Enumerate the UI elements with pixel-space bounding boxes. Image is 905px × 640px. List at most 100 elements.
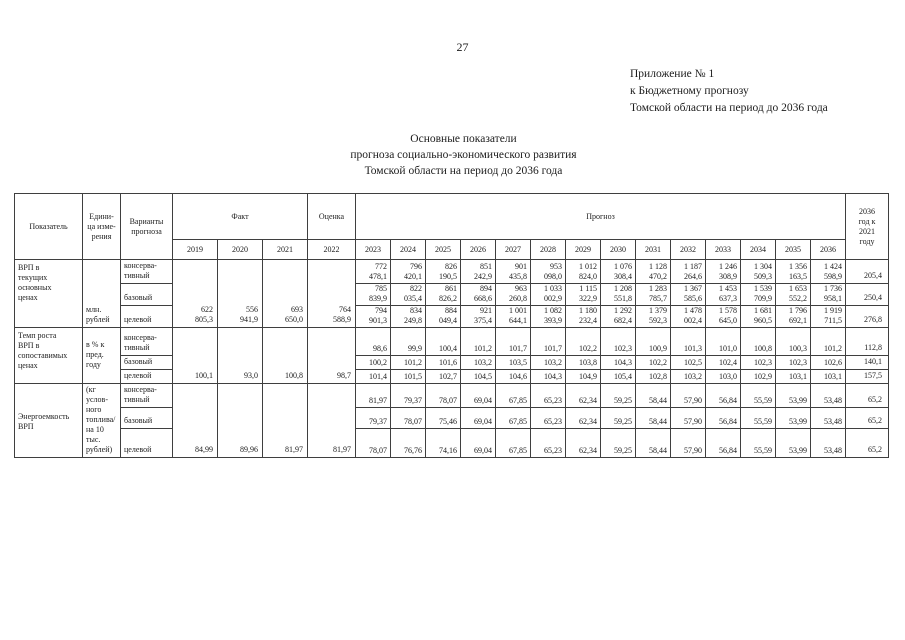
forecast-cell: 894 668,6: [460, 283, 496, 306]
forecast-cell: 103,2: [670, 369, 706, 384]
table-row: целевой 78,07 76,76 74,16 69,04 67,85 65,23 62,…: [15, 427, 889, 459]
forecast-cell: 78,07: [425, 382, 461, 409]
ratio-cell: 250,4: [845, 283, 889, 306]
unit-cell: (кг услов- ного топлива/ на 10 тыс. рубл…: [82, 383, 121, 458]
forecast-cell: 101,3: [670, 327, 706, 356]
forecast-cell: 101,5: [390, 369, 426, 384]
forecast-cell: 1 653 552,2: [775, 283, 811, 306]
forecast-cell: 53,48: [810, 407, 846, 429]
forecast-cell: 1 478 002,4: [670, 305, 706, 328]
forecast-cell: 1 578 645,0: [705, 305, 741, 328]
year-cell: 2022: [307, 239, 356, 260]
forecast-cell: 59,25: [600, 382, 636, 409]
forecast-cell: 103,8: [565, 355, 601, 370]
forecast-cell: 101,6: [425, 355, 461, 370]
forecast-cell: 102,6: [810, 355, 846, 370]
indicator-cell: Темп роста ВРП в сопоставимых ценах: [14, 327, 83, 384]
forecast-cell: 59,25: [600, 427, 636, 459]
forecast-cell: 1 681 960,5: [740, 305, 776, 328]
ratio-cell: 276,8: [845, 305, 889, 328]
forecast-cell: 1 076 308,4: [600, 259, 636, 284]
forecast-cell: 58,44: [635, 382, 671, 409]
forecast-cell: 104,6: [495, 369, 531, 384]
forecast-cell: 785 839,9: [355, 283, 391, 306]
ratio-cell: 112,8: [845, 327, 889, 356]
fact-cell: 100,1: [172, 327, 218, 384]
forecast-cell: 1 180 232,4: [565, 305, 601, 328]
ratio-cell: 157,5: [845, 369, 889, 384]
forecast-cell: 74,16: [425, 427, 461, 459]
header-fact: Факт: [172, 193, 308, 240]
forecast-cell: 101,7: [530, 327, 566, 356]
variant-cell: целевой: [120, 369, 173, 384]
year-cell: 2019: [172, 239, 218, 260]
table-row: целевой 101,4 101,5 102,7 104,5 104,6 104,3 104…: [15, 369, 889, 384]
table-row: ВРП в текущих основных ценах млн. рублей к…: [14, 259, 889, 328]
title-line: Томской области на период до 2036 года: [364, 165, 563, 177]
year-cell: 2032: [670, 239, 706, 260]
forecast-cell: 1 379 592,3: [635, 305, 671, 328]
forecast-cell: 101,2: [810, 327, 846, 356]
indicator-cell: Энергоемкость ВРП: [14, 383, 83, 458]
forecast-cell: 102,7: [425, 369, 461, 384]
header-unit: Едини- ца изме- рения: [82, 193, 121, 260]
forecast-cell: 103,1: [775, 369, 811, 384]
forecast-cell: 884 049,4: [425, 305, 461, 328]
forecast-cell: 100,4: [425, 327, 461, 356]
table-row: базовый 79,37 78,07 75,46 69,04 67,85 65,23 62,…: [15, 407, 889, 429]
variant-cell: консерва- тивный: [120, 382, 173, 409]
fact-cell: 622 805,3: [172, 259, 218, 328]
fact-cell: 89,96: [217, 383, 263, 458]
forecast-cell: 1 367 585,6: [670, 283, 706, 306]
forecast-cell: 81,97: [355, 382, 391, 409]
forecast-cell: 1 539 709,9: [740, 283, 776, 306]
forecast-cell: 1 919 711,5: [810, 305, 846, 328]
forecast-cell: 826 190,5: [425, 259, 461, 284]
forecast-cell: 102,2: [565, 327, 601, 356]
forecast-cell: 1 453 637,3: [705, 283, 741, 306]
year-cell: 2027: [495, 239, 531, 260]
forecast-cell: 101,7: [495, 327, 531, 356]
year-cell: 2035: [775, 239, 811, 260]
variant-cell: целевой: [120, 305, 173, 328]
forecast-cell: 1 187 264,6: [670, 259, 706, 284]
ratio-cell: 140,1: [845, 355, 889, 370]
forecast-cell: 772 478,1: [355, 259, 391, 284]
header-estimate: Оценка: [307, 193, 356, 240]
forecast-cell: 103,1: [810, 369, 846, 384]
forecast-cell: 79,37: [355, 407, 391, 429]
forecast-cell: 1 796 692,1: [775, 305, 811, 328]
table-row: Энергоемкость ВРП (кг услов- ного топлива…: [14, 382, 889, 458]
forecast-cell: 103,2: [460, 355, 496, 370]
forecast-cell: 67,85: [495, 427, 531, 459]
forecast-cell: 53,99: [775, 382, 811, 409]
forecast-cell: 101,0: [705, 327, 741, 356]
forecast-cell: 69,04: [460, 427, 496, 459]
fact-cell: 693 650,0: [262, 259, 308, 328]
forecast-cell: 1 128 470,2: [635, 259, 671, 284]
forecast-cell: 62,34: [565, 407, 601, 429]
forecast-cell: 102,8: [635, 369, 671, 384]
fact-cell: 93,0: [217, 327, 263, 384]
year-cell: 2033: [705, 239, 741, 260]
forecast-cell: 65,23: [530, 427, 566, 459]
forecast-cell: 1 082 393,9: [530, 305, 566, 328]
forecast-cell: 69,04: [460, 407, 496, 429]
ratio-cell: 65,2: [845, 427, 889, 459]
forecast-cell: 1 246 308,9: [705, 259, 741, 284]
forecast-cell: 55,59: [740, 407, 776, 429]
forecast-cell: 55,59: [740, 427, 776, 459]
ratio-cell: 65,2: [845, 407, 889, 429]
indicators-table: Показатель Едини- ца изме- рения Варианты …: [14, 193, 889, 459]
forecast-cell: 100,3: [775, 327, 811, 356]
forecast-cell: 102,5: [670, 355, 706, 370]
forecast-cell: 102,4: [705, 355, 741, 370]
forecast-cell: 65,23: [530, 407, 566, 429]
forecast-cell: 57,90: [670, 427, 706, 459]
forecast-cell: 78,07: [390, 407, 426, 429]
forecast-cell: 822 035,4: [390, 283, 426, 306]
year-cell: 2029: [565, 239, 601, 260]
forecast-cell: 78,07: [355, 427, 391, 459]
forecast-cell: 1 115 322,9: [565, 283, 601, 306]
year-cell: 2025: [425, 239, 461, 260]
